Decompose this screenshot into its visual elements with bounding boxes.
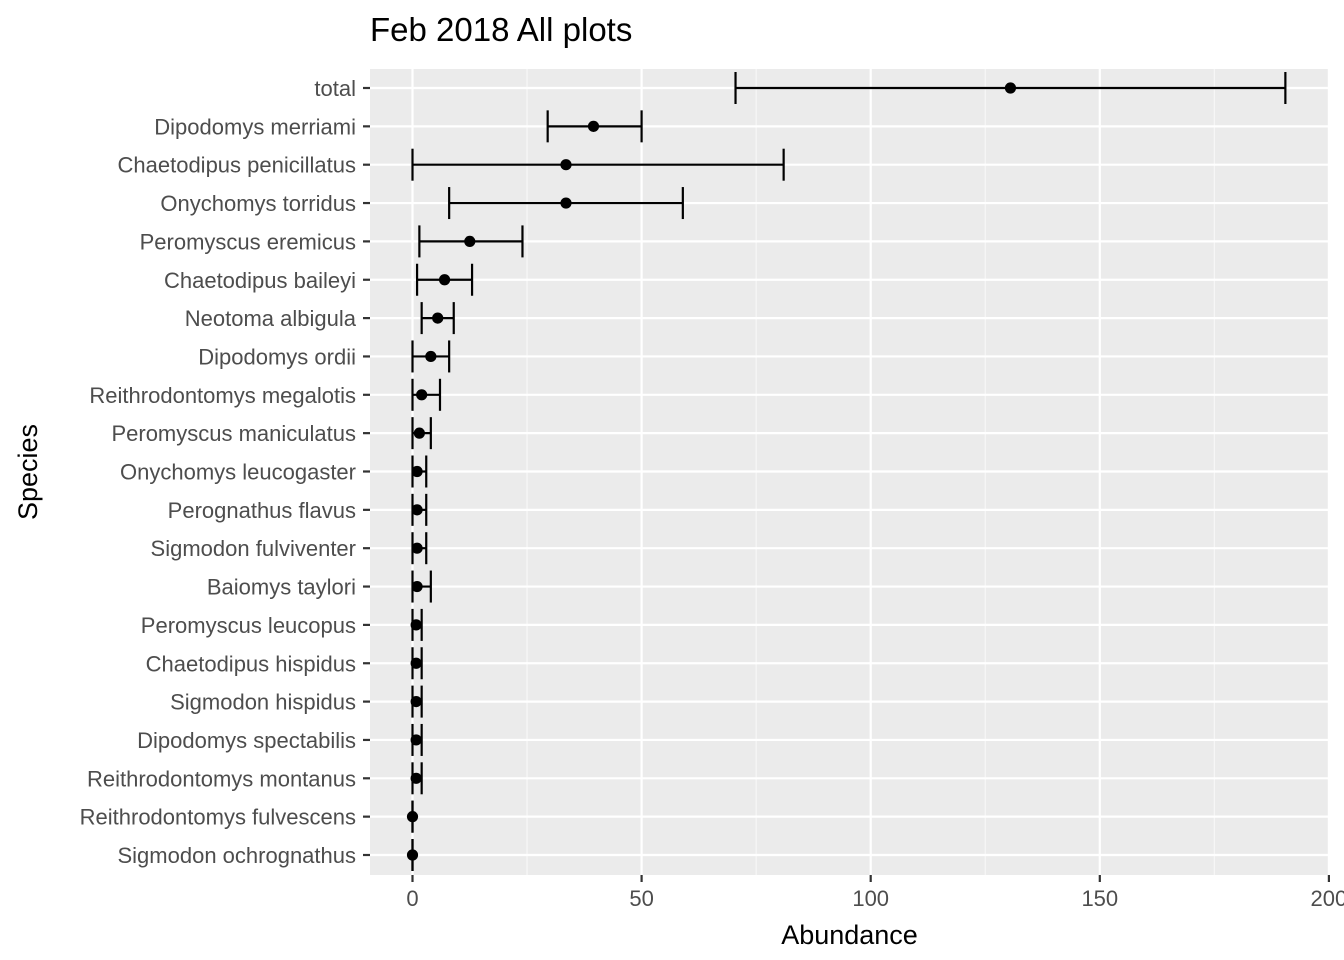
y-tick-label: Perognathus flavus [168,498,356,523]
y-tick-label: Dipodomys ordii [198,344,356,369]
y-tick-label: Baiomys taylori [207,575,356,600]
y-tick-label: Onychomys leucogaster [120,460,356,485]
estimate-point [406,811,419,823]
species-errorbar [418,225,524,258]
y-tick-label: Dipodomys spectabilis [137,728,356,753]
estimate-point [411,580,423,593]
y-tick-label: Onychomys torridus [160,191,356,216]
estimate-point [432,312,444,324]
y-tick-label: total [314,76,356,101]
estimate-point [411,542,423,554]
species-errorbar [420,302,455,335]
species-errorbar [411,340,451,373]
chart-marks [406,72,1287,871]
y-tick-label: Chaetodipus hispidus [146,651,356,676]
estimate-point [560,197,572,209]
estimate-point [413,427,425,439]
x-axis-title: Abundance [781,920,918,950]
x-tick-label: 0 [406,886,418,911]
y-tick-label: Peromyscus eremicus [140,229,356,254]
y-tick-label: Reithrodontomys fulvescens [80,805,356,830]
estimate-point [438,274,451,286]
species-errorbar [410,608,423,641]
x-tick-label: 100 [852,886,889,911]
estimate-point [411,465,423,478]
species-errorbar [734,72,1287,104]
y-tick-label: Dipodomys merriami [154,114,356,139]
y-tick-label: Sigmodon fulviventer [151,536,356,561]
species-errorbar [546,110,643,143]
y-tick-label: Peromyscus maniculatus [111,421,356,446]
estimate-point [416,389,428,401]
species-errorbar [410,647,423,680]
species-errorbar [411,493,428,526]
y-axis-title: Species [13,424,43,520]
estimate-point [410,734,422,746]
estimate-point [410,619,422,631]
x-tick-label: 200 [1311,886,1344,911]
estimate-point [410,696,422,708]
chart-title: Feb 2018 All plots [370,11,632,48]
species-errorbar [411,378,442,411]
y-tick-label: Neotoma albigula [185,306,357,331]
species-errorbar [448,187,684,220]
estimate-point [1004,82,1017,94]
x-axis: 0 50 100 150 200 [406,875,1344,911]
estimate-point [411,504,423,516]
y-tick-label: Reithrodontomys megalotis [89,383,356,408]
species-errorbar [411,148,785,181]
y-axis: total Dipodomys merriami Chaetodipus penic… [80,76,370,868]
estimate-point [425,350,437,363]
x-tick-label: 150 [1081,886,1118,911]
species-errorbar [411,455,428,488]
y-tick-label: Sigmodon ochrognathus [118,843,357,868]
species-errorbar [411,417,432,450]
estimate-point [464,235,476,247]
species-errorbar [415,263,474,296]
species-errorbar [406,800,419,833]
y-tick-label: Peromyscus leucopus [141,613,356,638]
estimate-point [587,120,600,132]
species-errorbar [411,570,432,603]
species-errorbar [411,532,428,565]
estimate-point [410,657,422,669]
species-errorbar [406,839,419,871]
y-tick-label: Sigmodon hispidus [170,690,356,715]
y-tick-label: Reithrodontomys montanus [87,766,356,791]
species-errorbar [410,762,423,795]
y-tick-label: Chaetodipus baileyi [164,268,356,293]
species-errorbar [410,723,423,756]
estimate-point [406,849,419,861]
species-errorbar [410,685,423,718]
y-tick-label: Chaetodipus penicillatus [118,153,357,178]
estimate-point [560,159,572,171]
estimate-point [410,772,422,784]
x-tick-label: 50 [629,886,653,911]
